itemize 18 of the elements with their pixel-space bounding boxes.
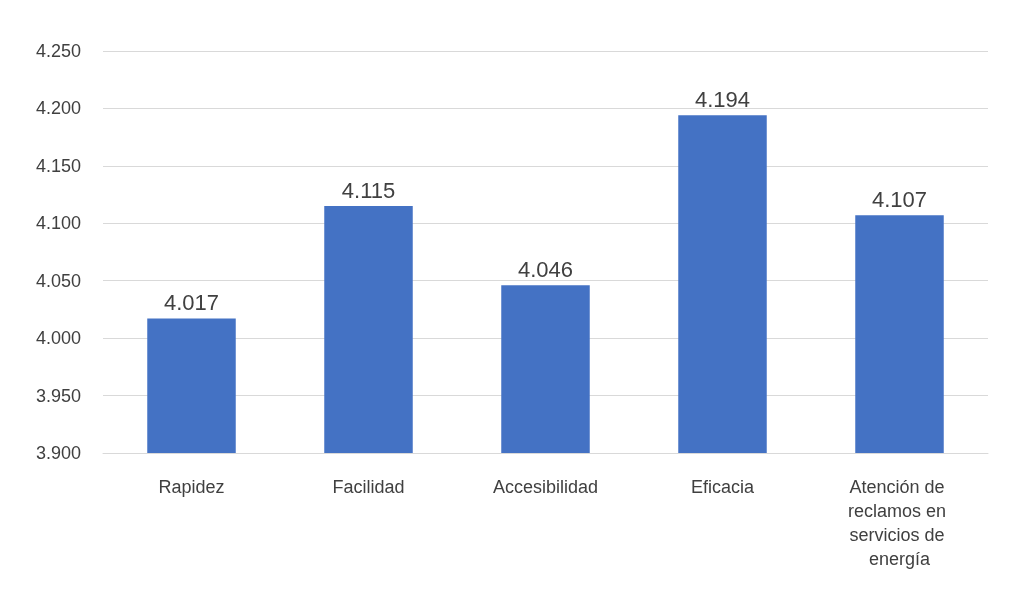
y-tick-label: 4.150 (35, 155, 81, 176)
data-label: 4.046 (517, 256, 574, 282)
y-tick-label: 4.100 (35, 213, 81, 234)
y-tick-label: 3.950 (35, 385, 81, 406)
x-tick-label: Rapidez (158, 477, 225, 497)
y-tick-label: 3.900 (35, 443, 81, 463)
data-label: 4.017 (163, 290, 220, 316)
x-tick-label: Accesibilidad (492, 477, 599, 497)
data-label: 4.115 (341, 177, 396, 203)
x-tick-label: Facilidad (332, 477, 405, 497)
x-tick-label: Eficacia (690, 477, 755, 497)
data-label: 4.194 (694, 86, 751, 112)
y-tick-label: 4.000 (35, 328, 81, 349)
y-tick-label: 4.250 (35, 41, 81, 61)
y-tick-label: 4.050 (35, 270, 81, 291)
x-tick-label: Atención de reclamos en servicios de energía (847, 477, 952, 569)
y-tick-label: 4.200 (35, 98, 81, 119)
data-label: 4.107 (871, 186, 928, 212)
